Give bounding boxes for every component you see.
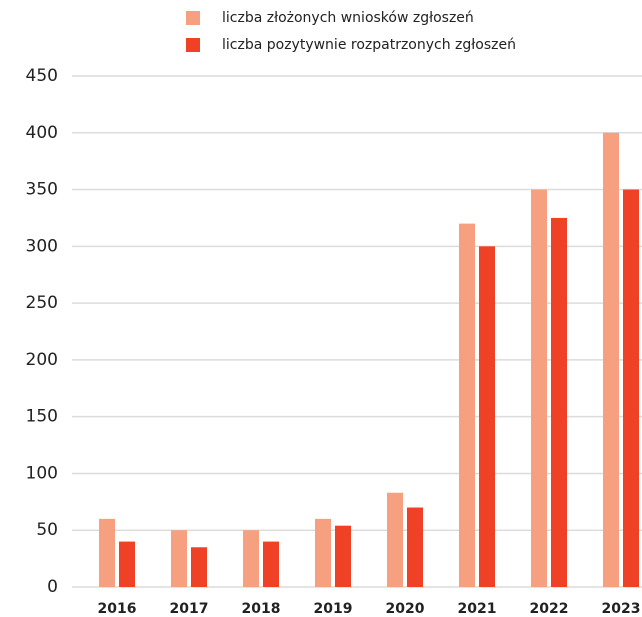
bar: [479, 246, 495, 588]
y-tick-label: 200: [26, 350, 58, 370]
bar: [459, 223, 475, 587]
y-tick-label: 450: [26, 66, 58, 86]
x-tick-label: 2021: [458, 601, 497, 617]
bar: [387, 492, 403, 587]
bar: [191, 547, 207, 587]
legend-swatch: [186, 11, 200, 25]
bar: [315, 518, 331, 587]
bar: [243, 530, 259, 587]
legend-swatch: [186, 38, 200, 52]
bar: [171, 530, 187, 587]
y-tick-label: 250: [26, 293, 58, 313]
bar: [119, 541, 135, 587]
bar: [551, 217, 567, 587]
y-tick-label: 150: [26, 407, 58, 427]
bar: [407, 507, 423, 587]
x-tick-label: 2023: [602, 601, 641, 617]
y-tick-label: 0: [47, 577, 58, 597]
bar: [531, 189, 547, 588]
y-tick-label: 100: [26, 463, 58, 483]
x-tick-label: 2016: [98, 601, 137, 617]
x-tick-label: 2022: [530, 601, 569, 617]
bar: [623, 189, 639, 588]
y-tick-label: 350: [26, 180, 58, 200]
y-tick-label: 50: [36, 520, 58, 540]
x-tick-label: 2017: [170, 601, 209, 617]
bar: [99, 518, 115, 587]
bar: [603, 132, 619, 587]
y-tick-label: 400: [26, 123, 58, 143]
legend-label: liczba pozytywnie rozpatrzonych zgłoszeń: [222, 37, 516, 53]
y-tick-label: 300: [26, 236, 58, 256]
legend-label: liczba złożonych wniosków zgłoszeń: [222, 10, 474, 26]
x-tick-label: 2018: [242, 601, 281, 617]
x-tick-label: 2020: [386, 601, 425, 617]
x-tick-label: 2019: [314, 601, 353, 617]
bar: [263, 541, 279, 587]
bar: [335, 525, 351, 587]
